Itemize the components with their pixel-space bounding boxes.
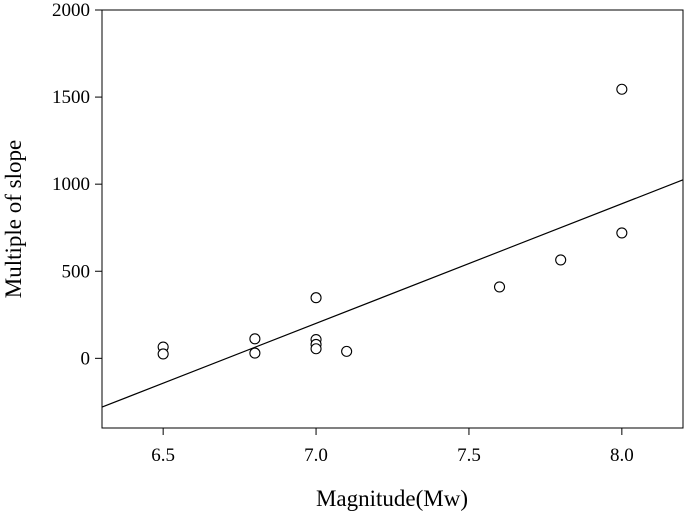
data-point	[341, 345, 353, 357]
x-tick-label: 6.5	[151, 445, 175, 466]
data-point	[157, 348, 169, 360]
regression-line	[101, 179, 684, 408]
y-tick-label: 0	[81, 348, 91, 369]
y-tick-label: 2000	[52, 0, 90, 21]
data-point	[310, 343, 322, 355]
data-point	[310, 292, 322, 304]
data-point	[249, 347, 261, 359]
data-point	[616, 227, 628, 239]
data-point	[249, 333, 261, 345]
data-point	[616, 83, 628, 95]
plot-frame	[101, 9, 684, 429]
x-tick-label: 7.5	[457, 445, 481, 466]
y-axis-title: Multiple of slope	[1, 140, 26, 298]
ticks-layer: 0 500 1000 1500 2000 6.5 7.0 7.5 8.0	[52, 0, 634, 466]
y-tick-label: 1500	[52, 87, 90, 108]
y-tick-label: 1000	[52, 174, 90, 195]
x-tick-label: 7.0	[304, 445, 328, 466]
x-axis-title: Magnitude(Mw)	[316, 486, 468, 511]
data-point	[555, 254, 567, 266]
fit-layer	[101, 179, 684, 408]
x-tick-label: 8.0	[610, 445, 634, 466]
data-point	[493, 281, 506, 293]
y-tick-label: 500	[62, 261, 91, 282]
points-layer	[157, 83, 628, 360]
